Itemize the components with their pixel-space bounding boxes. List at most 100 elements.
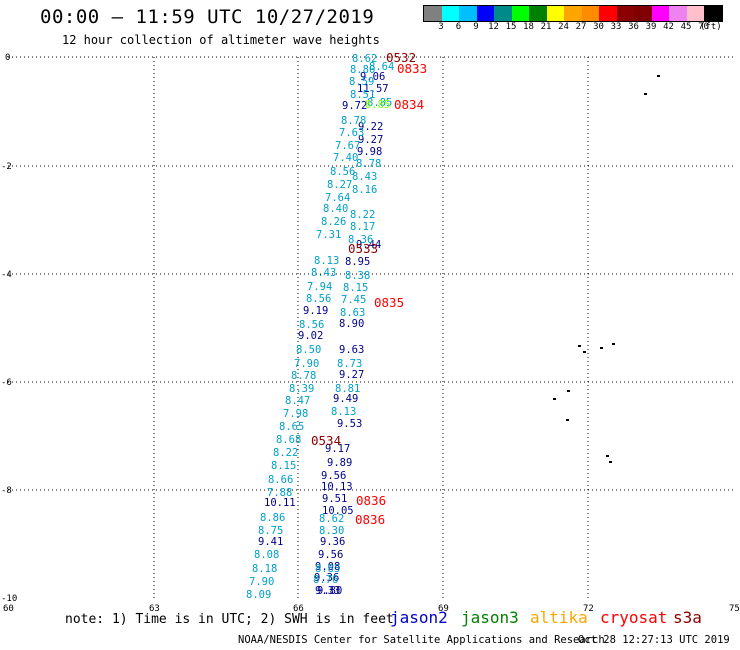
wave-height-altika: 8.85 (367, 97, 392, 109)
island-mark (567, 390, 570, 392)
wave-height-altika: 8.43 (311, 267, 336, 279)
legend-swatch (564, 6, 582, 21)
wave-height-altika: 8.56 (299, 319, 324, 331)
legend-label: 21 (540, 22, 552, 32)
color-legend (423, 5, 723, 22)
wave-height-altika: 7.67 (335, 140, 360, 152)
wave-height-altika: 8.50 (296, 344, 321, 356)
y-tick-label: 0 (5, 53, 10, 63)
wave-height-altika: 8.75 (258, 525, 283, 537)
legend-label: 6 (455, 22, 462, 32)
sat-s3a: s3a (673, 608, 702, 627)
wave-height-altika: 8.15 (343, 282, 368, 294)
island-mark (578, 345, 581, 347)
legend-swatch (686, 6, 704, 21)
wave-height-jason2: 10.13 (321, 481, 353, 493)
wave-height-altika: 7.64 (325, 192, 350, 204)
wave-height-altika: 8.78 (341, 115, 366, 127)
wave-height-altika: 7.63 (339, 127, 364, 139)
y-tick-label: -8 (1, 486, 12, 496)
wave-height-altika: 7.90 (294, 358, 319, 370)
wave-height-altika: 8.63 (340, 307, 365, 319)
legend-swatch (476, 6, 494, 21)
island-mark (657, 75, 660, 77)
wave-height-altika: 8.83 (315, 563, 340, 575)
wave-height-altika: 8.22 (350, 209, 375, 221)
wave-height-altika: 8.22 (273, 447, 298, 459)
legend-label: 27 (575, 22, 587, 32)
island-mark (583, 351, 586, 353)
footer-credit: NOAA/NESDIS Center for Satellite Applica… (238, 634, 605, 646)
legend-swatch (669, 6, 687, 21)
island-mark (609, 461, 612, 463)
wave-height-altika: 8.40 (323, 203, 348, 215)
legend-unit: (ft) (700, 22, 722, 32)
wave-height-jason2: 9.33 (315, 585, 340, 597)
wave-height-jason2: 9.63 (339, 344, 364, 356)
wave-height-jason2: 9.06 (360, 71, 385, 83)
legend-label: 39 (645, 22, 657, 32)
wave-height-altika: 8.78 (291, 370, 316, 382)
wave-height-altika: 8.68 (276, 434, 301, 446)
wave-height-altika: 8.56 (306, 293, 331, 305)
wave-height-altika: 8.27 (327, 179, 352, 191)
wave-height-jason2: 9.41 (258, 536, 283, 548)
legend-label: 33 (610, 22, 622, 32)
legend-label: 15 (505, 22, 517, 32)
wave-height-altika: 8.80 (350, 64, 375, 76)
wave-height-altika: 8.66 (268, 474, 293, 486)
legend-swatch (651, 6, 669, 21)
island-mark (553, 398, 556, 400)
pass-time-label: 0836 (355, 512, 385, 527)
y-tick-label: -6 (1, 378, 12, 388)
wave-height-altika: 8.81 (335, 383, 360, 395)
wave-height-altika: 8.18 (252, 563, 277, 575)
wave-height-altika: 8.65 (279, 421, 304, 433)
wave-height-jason3: 8.85 (365, 99, 390, 111)
wave-height-jason2: 9.36 (314, 572, 339, 584)
wave-height-altika: 8.38 (345, 270, 370, 282)
wave-height-jason2: 9.56 (321, 470, 346, 482)
page-title: 00:00 — 11:59 UTC 10/27/2019 (40, 6, 375, 28)
legend-label: 45 (680, 22, 692, 32)
island-mark (644, 93, 647, 95)
wave-height-altika: 7.94 (307, 281, 332, 293)
wave-height-altika: 8.56 (330, 166, 355, 178)
wave-height-altika: 7.45 (341, 294, 366, 306)
wave-height-jason2: 9.36 (320, 536, 345, 548)
wave-height-altika: 7.98 (283, 408, 308, 420)
wave-height-jason2: 9.53 (337, 418, 362, 430)
legend-label: 3 (438, 22, 444, 32)
pass-time-label: 0834 (394, 97, 424, 112)
wave-height-altika: 8.47 (285, 395, 310, 407)
legend-label: 24 (558, 22, 569, 32)
wave-height-jason2: 9.72 (342, 100, 367, 112)
wave-height-altika: 8.39 (289, 383, 314, 395)
wave-height-jason2: 9.80 (317, 585, 342, 597)
wave-height-altika: 8.17 (350, 221, 375, 233)
wave-height-jason2: 9.44 (356, 239, 381, 251)
wave-height-altika: 8.30 (319, 525, 344, 537)
legend-swatch (424, 6, 442, 21)
pass-time-label: 0836 (356, 493, 386, 508)
legend-label: 36 (628, 22, 639, 32)
page-subtitle: 12 hour collection of altimeter wave hei… (62, 33, 380, 47)
wave-height-jason2: 9.27 (358, 134, 383, 146)
sat-cryosat: cryosat (600, 608, 668, 627)
island-mark (606, 455, 609, 457)
legend-swatch (616, 6, 634, 21)
x-tick-label: 72 (583, 604, 594, 614)
wave-height-altika: 7.31 (316, 229, 341, 241)
x-tick-label: 63 (149, 604, 160, 614)
wave-height-jason2: 9.17 (325, 443, 350, 455)
wave-height-altika: 8.76 (313, 574, 338, 586)
wave-height-jason2: 9.08 (315, 561, 340, 573)
wave-height-jason2: 9.51 (322, 493, 347, 505)
wave-height-altika: 8.62 (319, 513, 344, 525)
pass-time-label: 0533 (348, 241, 378, 256)
wave-height-jason2: 9.49 (333, 393, 358, 405)
footer-timestamp: Oct 28 12:27:13 UTC 2019 (578, 634, 730, 646)
wave-height-jason2: 9.98 (357, 146, 382, 158)
legend-label: 42 (663, 22, 674, 32)
